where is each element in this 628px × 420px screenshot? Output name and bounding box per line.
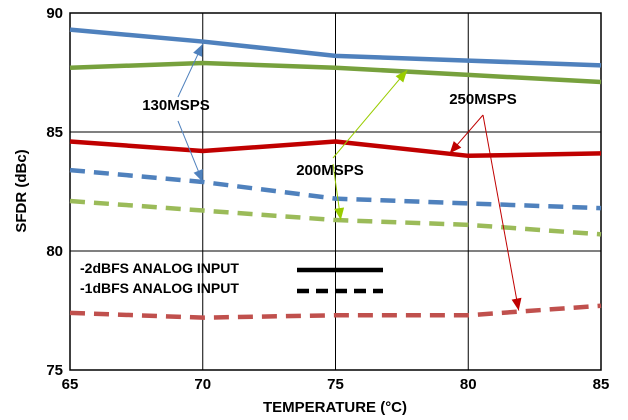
y-tick-label: 85 [46,124,63,141]
annotation-arrowhead [334,207,345,221]
legend: -2dBFS ANALOG INPUT -1dBFS ANALOG INPUT [80,260,383,296]
x-tick-label: 65 [62,376,79,393]
y-tick-label: 75 [46,362,63,379]
y-tick-label: 90 [46,5,63,22]
annotation-arrowhead [449,141,462,154]
series-line-6-dashed [69,303,602,320]
annotations: 130MSPS 200MSPS 250MSPS [142,43,522,311]
tick-labels: 65 70 75 80 85 75 80 85 90 [46,5,609,393]
annotation-label: 130MSPS [142,97,210,114]
series-line-3-solid [69,139,602,159]
x-tick-label: 70 [194,376,211,393]
annotation-arrowhead [395,70,408,83]
y-tick-label: 80 [46,243,63,260]
legend-label: -1dBFS ANALOG INPUT [80,280,239,296]
annotation-arrowhead [193,43,203,57]
y-axis-title: SFDR (dBc) [13,149,30,232]
annotation-arrow-line [482,114,520,311]
legend-label: -2dBFS ANALOG INPUT [80,260,239,276]
annotation-arrowhead [511,297,522,311]
series-line-5-dashed [69,198,602,237]
data-series [69,27,602,320]
series-line-2-solid [69,60,602,85]
x-tick-label: 80 [460,376,477,393]
annotation-arrow-line [332,69,408,159]
annotation-arrowhead [193,168,203,182]
gridlines [70,13,601,370]
annotation-label: 250MSPS [449,91,517,108]
series-line-4-dashed [69,167,602,211]
series-line-1-solid [69,27,602,68]
x-tick-label: 75 [327,376,344,393]
x-axis-title: TEMPERATURE (°C) [263,399,407,416]
x-tick-label: 85 [593,376,610,393]
annotation-label: 200MSPS [296,162,364,179]
